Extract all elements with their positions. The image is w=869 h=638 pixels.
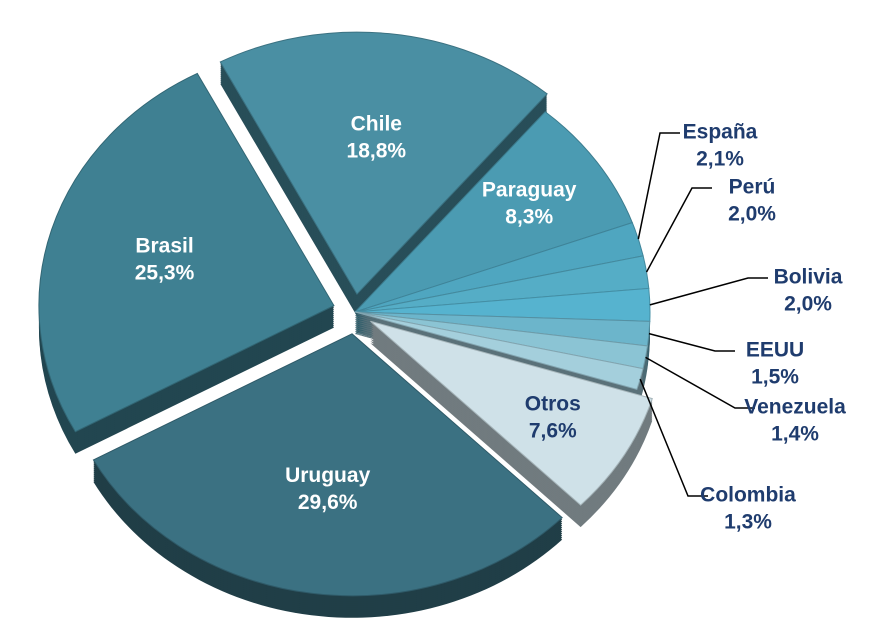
value-label: 1,4% <box>771 423 819 446</box>
slice <box>92 333 563 597</box>
leader-line <box>645 356 755 409</box>
leader-line <box>639 378 708 497</box>
value-label: 25,3% <box>135 262 195 285</box>
slice-label: Brasil <box>135 235 193 258</box>
slice <box>354 111 633 313</box>
slice-label: Venezuela <box>744 396 846 419</box>
slice-label: Colombia <box>700 484 796 507</box>
slice-label: Perú <box>729 176 776 199</box>
slice-label: EEUU <box>746 339 804 362</box>
leader-line <box>649 277 768 306</box>
slice-side <box>355 316 644 394</box>
slice-label: Paraguay <box>482 179 577 202</box>
slice <box>354 311 644 390</box>
value-label: 2,0% <box>728 203 776 226</box>
pie-tops <box>38 31 653 597</box>
value-label: 18,8% <box>347 139 407 162</box>
value-label: 29,6% <box>298 491 358 514</box>
slice-label: Otros <box>525 393 581 416</box>
leader-line <box>637 132 680 240</box>
slice-label: Uruguay <box>285 464 371 487</box>
slice-label: España <box>683 121 758 144</box>
leader-line <box>648 332 735 352</box>
slice-label: Chile <box>351 112 402 135</box>
value-label: 2,0% <box>784 293 832 316</box>
value-label: 7,6% <box>529 420 577 443</box>
slice <box>38 72 335 433</box>
value-label: 1,5% <box>751 366 799 389</box>
value-label: 2,1% <box>696 148 744 171</box>
value-label: 1,3% <box>724 511 772 534</box>
leader-line <box>645 187 712 273</box>
slice-label: Bolivia <box>774 266 843 289</box>
slice <box>370 320 653 506</box>
slice <box>219 31 548 295</box>
slice-side <box>355 314 644 392</box>
value-label: 8,3% <box>505 206 553 229</box>
